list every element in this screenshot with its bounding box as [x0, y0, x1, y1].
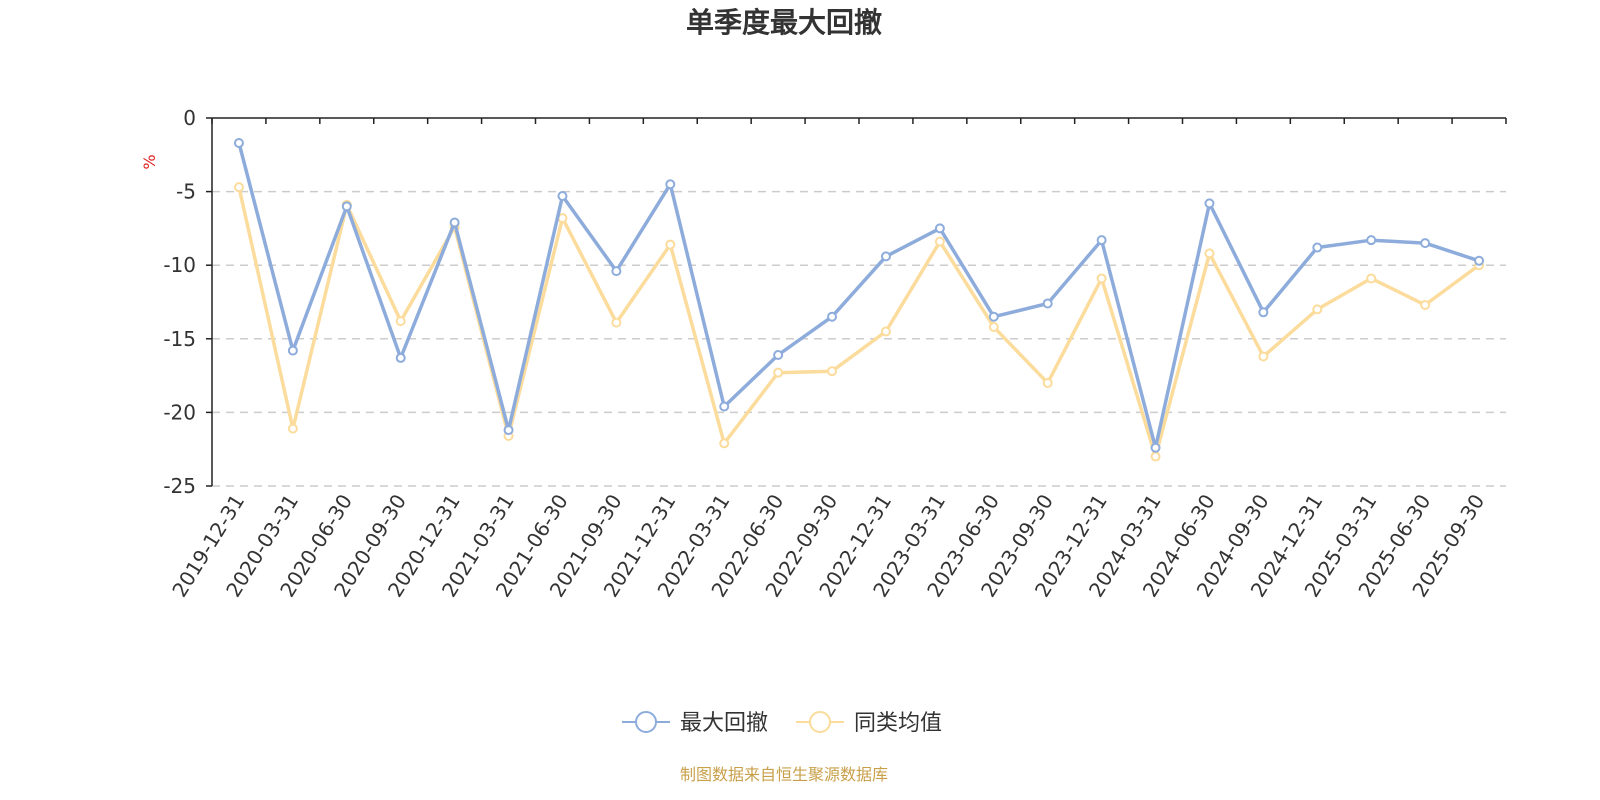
data-point[interactable]	[665, 239, 676, 250]
data-point[interactable]	[1042, 298, 1053, 309]
data-point[interactable]	[773, 349, 784, 360]
data-point[interactable]	[341, 201, 352, 212]
data-point[interactable]	[395, 316, 406, 327]
data-point[interactable]	[988, 322, 999, 333]
axes	[206, 117, 1507, 487]
legend[interactable]: 最大回撤 同类均值	[622, 711, 942, 736]
data-point[interactable]	[773, 367, 784, 378]
series-layer	[233, 138, 1485, 462]
data-point[interactable]	[557, 191, 568, 202]
legend-label-peer-average: 同类均值	[854, 711, 942, 736]
y-axis-unit: %	[140, 154, 159, 169]
data-point[interactable]	[449, 217, 460, 228]
data-point[interactable]	[934, 236, 945, 247]
data-point[interactable]	[233, 182, 244, 193]
data-point[interactable]	[1366, 273, 1377, 284]
legend-marker-drawdown	[635, 711, 657, 733]
data-point[interactable]	[1420, 238, 1431, 249]
data-point[interactable]	[988, 311, 999, 322]
data-point[interactable]	[503, 425, 514, 436]
data-point[interactable]	[1312, 304, 1323, 315]
data-point[interactable]	[665, 179, 676, 190]
y-tick-label: -10	[163, 253, 196, 277]
data-point[interactable]	[719, 401, 730, 412]
data-point[interactable]	[1150, 442, 1161, 453]
data-point[interactable]	[1204, 198, 1215, 209]
legend-item-peer-average[interactable]: 同类均值	[796, 711, 942, 736]
y-tick-label: -5	[176, 180, 196, 204]
data-point[interactable]	[611, 266, 622, 277]
data-point[interactable]	[1042, 377, 1053, 388]
data-point[interactable]	[1474, 255, 1485, 266]
data-point[interactable]	[880, 251, 891, 262]
chart-title: 单季度最大回撤	[686, 6, 882, 39]
legend-marker-peer-average	[809, 711, 831, 733]
grid-lines	[212, 190, 1506, 487]
data-point[interactable]	[719, 438, 730, 449]
y-tick-labels: 0 -5 -10 -15 -20 -25	[163, 106, 196, 498]
data-point[interactable]	[1204, 248, 1215, 259]
data-point[interactable]	[827, 311, 838, 322]
data-point[interactable]	[827, 366, 838, 377]
data-point[interactable]	[1312, 242, 1323, 253]
data-point[interactable]	[611, 317, 622, 328]
data-point[interactable]	[287, 345, 298, 356]
legend-label-drawdown: 最大回撤	[680, 711, 768, 736]
data-point[interactable]	[1258, 351, 1269, 362]
data-point[interactable]	[934, 223, 945, 234]
y-tick-label: -25	[163, 474, 196, 498]
data-point[interactable]	[287, 423, 298, 434]
data-point[interactable]	[1096, 235, 1107, 246]
data-point[interactable]	[233, 138, 244, 149]
data-point[interactable]	[1258, 307, 1269, 318]
data-point[interactable]	[880, 326, 891, 337]
data-point[interactable]	[1420, 299, 1431, 310]
y-tick-label: 0	[183, 106, 196, 130]
data-point[interactable]	[1150, 451, 1161, 462]
y-tick-label: -20	[163, 400, 196, 424]
series-line-1	[237, 186, 1481, 459]
source-note: 制图数据来自恒生聚源数据库	[680, 765, 888, 784]
y-tick-label: -15	[163, 327, 196, 351]
data-point[interactable]	[1096, 273, 1107, 284]
data-point[interactable]	[1366, 235, 1377, 246]
series-line-0	[237, 142, 1480, 450]
legend-item-drawdown[interactable]: 最大回撤	[622, 711, 768, 736]
data-point[interactable]	[395, 352, 406, 363]
x-tick-labels: 2019-12-312020-03-312020-06-302020-09-30…	[167, 490, 1489, 601]
